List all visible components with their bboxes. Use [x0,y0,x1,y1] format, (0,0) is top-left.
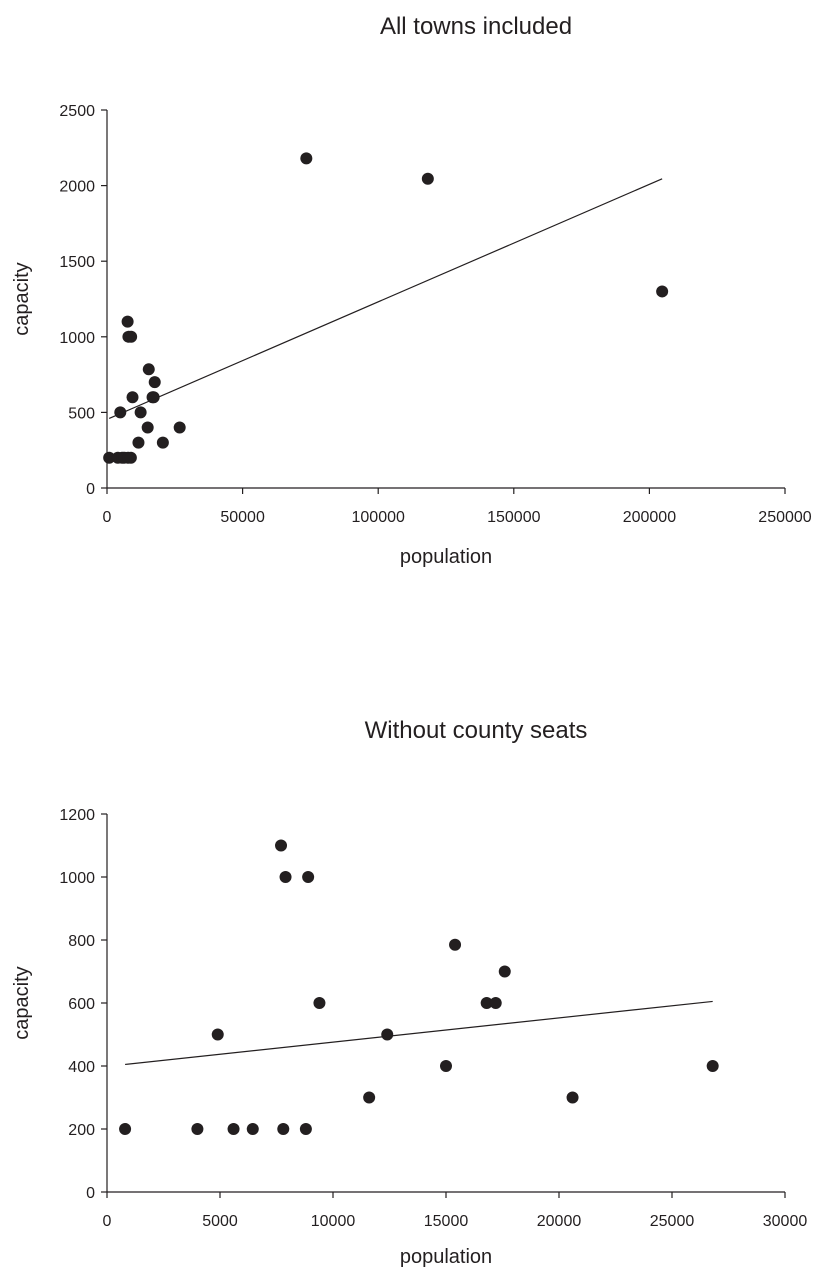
y-tick-label: 1500 [59,254,95,271]
data-point [440,1060,452,1072]
y-tick-label: 200 [68,1122,95,1139]
data-point [191,1123,204,1135]
x-axis-label: population [400,1246,492,1268]
y-tick-label: 2000 [59,179,95,196]
y-tick-label: 2500 [59,103,95,120]
data-point [132,436,145,449]
data-point [363,1091,376,1104]
data-point [119,1123,132,1135]
data-point [498,965,511,978]
x-tick-label: 150000 [487,509,540,526]
y-tick-label: 1200 [59,807,95,824]
chart-all-towns: All towns included 0 500 1000 1500 2000 2500 0 5… [0,0,818,600]
scatter-plot-all-towns: All towns included 0 500 1000 1500 2000 2500 0 5… [11,13,812,568]
x-axis-label: population [400,546,492,568]
data-point [114,406,127,419]
data-point [706,1060,719,1072]
data-point [449,938,462,951]
y-tick-label: 800 [68,933,95,950]
trend-line [125,1000,713,1066]
x-tick-label: 20000 [537,1213,582,1230]
data-point [103,451,116,464]
data-point [147,391,160,404]
x-tick-label: 200000 [623,509,676,526]
data-point [489,997,502,1009]
data-point [125,330,138,343]
y-axis-label: capacity [11,966,33,1039]
data-point [246,1123,259,1135]
x-tick-label: 0 [103,1213,112,1230]
y-axis-label: capacity [11,262,33,335]
data-point [142,363,155,376]
data-point [566,1091,579,1104]
data-point [300,152,313,165]
x-tick-label: 250000 [758,509,811,526]
trend-line [108,178,663,419]
data-point [381,1028,394,1041]
x-tick-label: 50000 [220,509,265,526]
x-tick-label: 25000 [650,1213,695,1230]
y-tick-label: 400 [68,1059,95,1076]
data-point [277,1123,290,1135]
data-point [148,376,161,389]
chart-title: Without county seats [365,717,588,744]
chart-without-county-seats: Without county seats 0 200 400 600 800 1000 120… [0,700,818,1270]
data-point [121,315,134,328]
data-point [279,871,292,883]
x-tick-label: 10000 [311,1213,356,1230]
x-tick-label: 15000 [424,1213,469,1230]
data-point [275,839,288,852]
y-tick-label: 1000 [59,870,95,887]
y-tick-label: 0 [86,1185,95,1202]
y-tick-label: 0 [86,481,95,498]
data-point [141,421,154,434]
y-tick-label: 500 [68,405,95,422]
scatter-plot-without-county-seats: Without county seats 0 200 400 600 800 1000 120… [11,717,808,1268]
data-point [134,406,147,419]
y-tick-label: 1000 [59,330,95,347]
x-tick-label: 100000 [352,509,405,526]
data-point [299,1123,312,1135]
data-point [227,1123,240,1135]
x-tick-label: 5000 [202,1213,238,1230]
data-point [302,871,315,883]
data-point [156,436,169,449]
y-tick-label: 600 [68,996,95,1013]
data-point [126,391,139,404]
data-point [173,421,186,434]
data-point [124,451,137,464]
data-point [313,997,326,1009]
x-tick-label: 30000 [763,1213,808,1230]
data-point [211,1028,224,1041]
data-point [656,285,669,298]
x-tick-label: 0 [103,509,112,526]
data-point [480,997,493,1009]
data-point [421,172,434,185]
chart-title: All towns included [380,13,572,40]
